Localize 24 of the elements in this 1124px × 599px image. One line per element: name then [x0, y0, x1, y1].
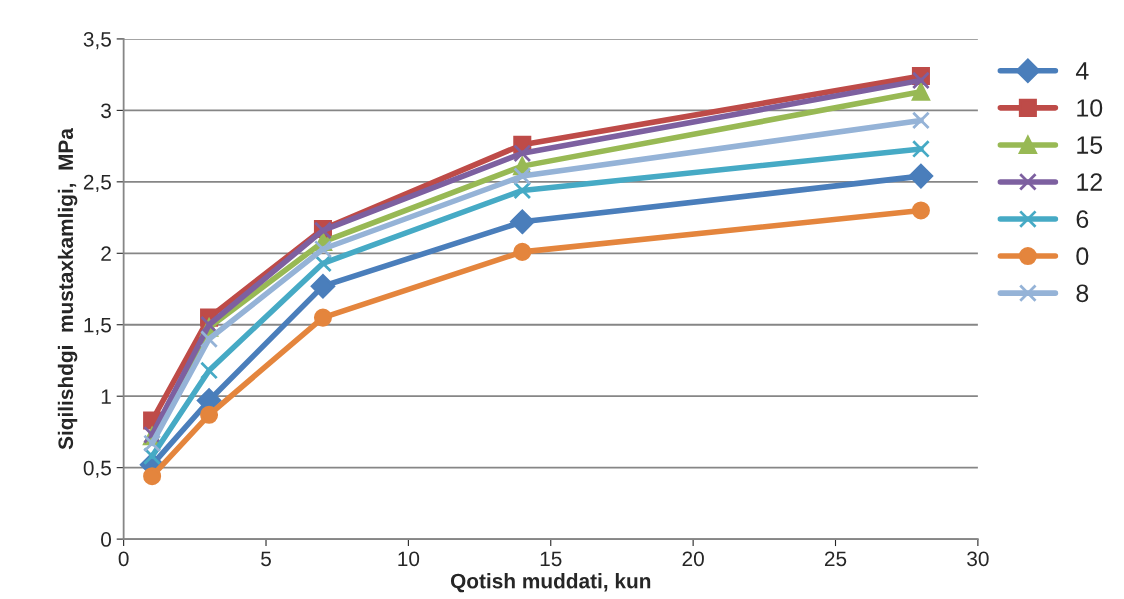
legend-label: 4: [1075, 62, 1089, 80]
y-tick-label: 2: [101, 246, 111, 261]
legend-label: 10: [1077, 99, 1103, 117]
legend-label: 0: [1076, 247, 1089, 266]
x-tick-label: 30: [967, 551, 989, 567]
y-tick-label: 1: [101, 389, 111, 404]
y-axis-title: Siqilishdgi mustaxkamligi, MPa: [57, 127, 78, 450]
x-tick-label: 25: [824, 551, 847, 567]
y-tick-label: 1,5: [84, 317, 111, 335]
y-tick-label: 3: [101, 103, 111, 119]
x-tick-label: 0: [118, 551, 129, 567]
y-tick-label: 2,5: [83, 174, 111, 193]
y-tick-label: 0,5: [83, 460, 111, 478]
legend-label: 6: [1076, 210, 1089, 229]
x-tick-label: 10: [398, 551, 420, 567]
x-tick-label: 20: [682, 551, 704, 567]
legend-label: 8: [1076, 284, 1089, 303]
y-tick-label: 3,5: [83, 31, 111, 50]
legend-label: 12: [1077, 173, 1102, 191]
legend-label: 15: [1077, 136, 1103, 154]
y-tick-label: 0: [101, 532, 112, 547]
x-tick-label: 5: [261, 551, 271, 567]
x-tick-label: 15: [540, 551, 562, 567]
x-axis-title: Qotish muddati, kun: [450, 573, 651, 593]
